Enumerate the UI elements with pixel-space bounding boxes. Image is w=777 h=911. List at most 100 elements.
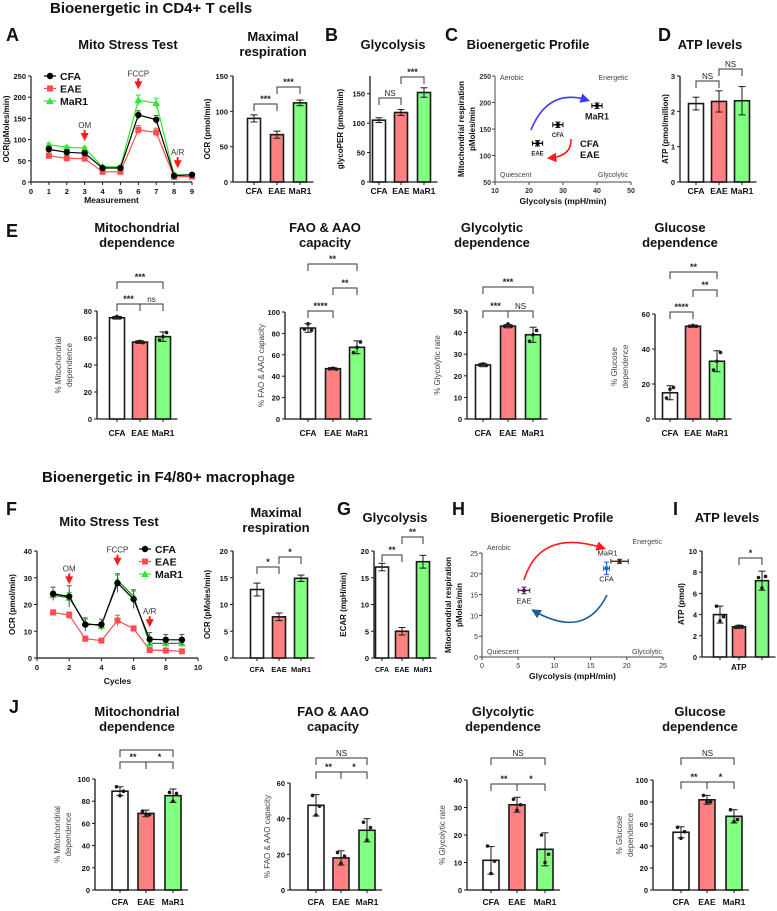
- data-point: [502, 324, 507, 328]
- data-point: [331, 366, 335, 370]
- y-axis-label: % Mitochondrial: [53, 806, 62, 863]
- triangle-marker: [62, 143, 71, 151]
- y-tick-label: 0: [86, 886, 90, 895]
- chart-title: Mitochondrial: [94, 704, 179, 719]
- significance-bracket: [680, 757, 735, 765]
- quadrant-label: Aerobic: [487, 545, 511, 552]
- panel-label-j: J: [9, 697, 20, 717]
- chart-title: capacity: [299, 235, 352, 250]
- y-tick-label: 0: [646, 415, 650, 424]
- square-marker: [98, 637, 105, 644]
- y-tick-label: 0: [88, 415, 92, 424]
- data-point: [327, 366, 332, 371]
- x-tick-label: EAE: [392, 186, 410, 196]
- point-label: CFA: [552, 133, 565, 139]
- y-tick-label: 5: [365, 627, 369, 636]
- x-axis-label: Measurement: [84, 195, 139, 205]
- y-tick-label: 40: [642, 345, 650, 354]
- data-point: [534, 328, 539, 333]
- x-tick-label: 0: [29, 187, 33, 196]
- chart-title: Mito Stress Test: [59, 514, 159, 529]
- x-tick-label: EAE: [332, 897, 350, 907]
- data-point: [302, 327, 307, 331]
- significance-bracket: [516, 783, 546, 791]
- data-point: [358, 340, 363, 344]
- chart-title: Glucose: [654, 220, 705, 235]
- x-tick-label: CFA: [688, 186, 705, 196]
- data-point: [539, 833, 544, 837]
- significance-bracket: [669, 311, 694, 319]
- bar-cfa: [374, 566, 390, 659]
- bar-eae: [508, 803, 526, 891]
- significance-label: **: [500, 774, 508, 784]
- data-point: [543, 860, 547, 865]
- significance-label: *: [719, 772, 723, 782]
- significance-label: **: [329, 254, 337, 264]
- chart-title: FAO & AAO: [297, 704, 369, 719]
- circle-marker: [99, 164, 106, 172]
- panel-label-e: E: [6, 221, 19, 241]
- y-tick-label: 3: [671, 72, 675, 81]
- data-point: [118, 315, 123, 320]
- y-axis-label: dependence: [626, 812, 635, 857]
- triangle-marker: [80, 144, 89, 152]
- y-axis-label: % Glycolytic rate: [433, 335, 442, 395]
- y-tick-label: 250: [479, 74, 491, 81]
- down-arrow-icon: [80, 133, 89, 142]
- x-tick-label: EAE: [710, 186, 728, 196]
- y-tick-label: 0: [361, 178, 365, 187]
- y-tick-label: 50: [18, 157, 26, 166]
- bar-cfa: [249, 588, 265, 659]
- chart-title: Glycolytic: [472, 704, 534, 719]
- y-tick-label: 80: [82, 797, 90, 806]
- square-marker: [153, 129, 160, 136]
- y-tick-label: 150: [479, 127, 491, 134]
- significance-label: NS: [384, 89, 395, 98]
- data-point: [509, 324, 514, 328]
- y-tick-label: 5: [224, 627, 228, 636]
- data-point: [342, 854, 347, 858]
- bar-eae: [271, 616, 287, 659]
- significance-bracket: [276, 86, 301, 94]
- legend-label: EAE: [60, 84, 82, 96]
- bar-mar1: [725, 815, 743, 891]
- bar-cfa: [246, 117, 262, 183]
- legend-label: EAE: [155, 557, 177, 569]
- chart-title: Glycolysis: [362, 510, 427, 525]
- chart-title: Bioenergetic Profile: [467, 37, 590, 52]
- y-tick-label: 0: [474, 655, 478, 662]
- significance-label: **: [409, 527, 417, 537]
- chart-title: Glycolytic: [461, 220, 523, 235]
- y-tick-label: 60: [640, 820, 648, 829]
- bar-mar1: [415, 560, 431, 659]
- circle-marker: [98, 621, 105, 628]
- y-axis-label: dependence: [621, 344, 630, 389]
- x-tick-label: MaR1: [534, 897, 557, 907]
- y-tick-label: 6: [693, 589, 697, 598]
- x-tick-label: MaR1: [413, 186, 436, 196]
- significance-label: ****: [674, 302, 689, 312]
- y-axis-label: OCR (pmol/min): [8, 574, 17, 635]
- square-marker: [146, 646, 153, 653]
- bar-chart-B: Glycolysis 0 50 100 150 glycoPER (pmol/min) CF…: [336, 37, 438, 196]
- scatter-chart-H: Bioenergetic Profile 0 5 10 15 20 25 0 5 10 15 20 25…: [444, 510, 667, 681]
- significance-label: ****: [313, 301, 328, 311]
- x-tick-label: CFA: [371, 186, 388, 196]
- y-tick-label: 0: [458, 886, 462, 895]
- point-label: MaR1: [598, 548, 618, 557]
- y-axis-label: ATP (pmol): [677, 583, 686, 625]
- curved-arrow: [523, 541, 607, 581]
- data-point: [664, 396, 669, 400]
- bar-chart-G: Glycolysis 0 5 10 15 20 ECAR (mpH/min) CFA EAE Ma…: [339, 510, 437, 674]
- significance-bracket: [378, 97, 402, 105]
- y-tick-label: 40: [454, 776, 462, 785]
- panel-label-c: C: [445, 25, 458, 45]
- x-tick-label: EAE: [324, 428, 342, 438]
- y-tick-label: 10: [454, 393, 462, 402]
- significance-label: ***: [407, 67, 418, 77]
- significance-bracket: [340, 771, 368, 779]
- down-arrow-icon: [145, 619, 154, 628]
- square-marker: [81, 155, 88, 162]
